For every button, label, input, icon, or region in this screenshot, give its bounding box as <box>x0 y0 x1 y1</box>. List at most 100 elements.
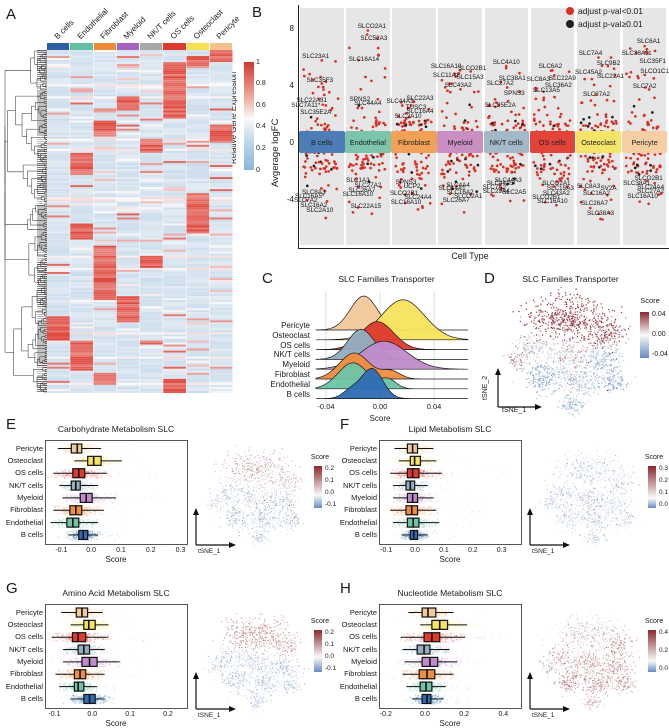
b-celltype-band: Myeloid <box>437 131 483 153</box>
c-celltype-label: B cells <box>286 389 310 399</box>
heatmap-colorbar-tick: 1 <box>256 58 260 66</box>
gene-label: SLC45A2 <box>575 68 602 76</box>
gene-label: SLCO2B1 <box>532 193 561 201</box>
gene-label: SLC2A10 <box>306 206 334 214</box>
gene-label: SLC35F1 <box>639 57 666 65</box>
small-legend-tick: 0.2 <box>325 465 335 472</box>
c-celltype-label: Myeloid <box>282 360 310 370</box>
box-jitter-canvas <box>380 441 520 543</box>
heatmap-column-label: B cells <box>52 17 76 41</box>
gene-label: SPNS3 <box>503 90 525 98</box>
gene-label: SLC37A2 <box>583 90 610 98</box>
box-x-tick: -0.2 <box>379 711 392 718</box>
small-legend-bar <box>648 466 656 508</box>
gene-label: SLC27A2 <box>486 80 514 88</box>
d-legend-tick: 0.00 <box>652 331 666 338</box>
panel-h-legend-title: Score <box>644 618 664 625</box>
d-legend-tick: -0.04 <box>652 351 668 358</box>
gene-label: SLC38A3 <box>587 210 614 218</box>
b-celltype-band: Fibroblast <box>391 131 437 153</box>
panel-e-score-label: Score <box>105 555 127 564</box>
box-row-label: B cells <box>20 529 43 539</box>
box-x-tick: 0.3 <box>175 547 186 554</box>
gene-label: SLC35F3 <box>306 77 334 85</box>
gene-label: SLC22A15 <box>350 203 382 211</box>
box-row-label: Fibroblast <box>10 669 43 679</box>
gene-label: SLC16A10 <box>342 191 374 199</box>
box-x-tick: 0.1 <box>125 711 135 718</box>
b-celltype-band: NK/T cells <box>483 131 529 153</box>
small-legend-bar <box>314 466 322 508</box>
small-legend-tick: 0.1 <box>325 641 335 648</box>
box-row-label: OS cells <box>349 632 377 642</box>
gene-label: SLC29A4 <box>482 188 510 196</box>
box-row-label: Endothelial <box>5 517 43 527</box>
box-row-label: Pericyte <box>349 607 377 617</box>
b-legend-label: adjust p-val≥0.01 <box>578 19 643 29</box>
box-row-label: OS cells <box>15 468 43 478</box>
cell-type-axis-label: Cell Type <box>451 251 489 261</box>
box-row-label: Fibroblast <box>10 505 43 515</box>
box-row-label: Pericyte <box>349 443 377 453</box>
small-axis-arrows <box>527 508 570 548</box>
box-row-label: Fibroblast <box>344 505 377 515</box>
b-celltype-band: Pericyte <box>621 131 668 153</box>
gene-label: SLC27A2 <box>637 188 665 196</box>
gene-label: SLC6A2 <box>538 62 563 70</box>
small-axis-arrows <box>527 672 570 712</box>
small-tsne-canvas <box>198 442 316 552</box>
heatmap-colorbar-tick: 0.6 <box>256 101 266 109</box>
small-axis-arrows <box>193 672 236 712</box>
box-row-label: NK/T cells <box>342 644 377 654</box>
panel-d-title: SLC Families Transporter <box>522 274 619 284</box>
gene-label: SLCO2B1 <box>457 64 487 72</box>
c-celltype-label: Endothelial <box>270 379 310 389</box>
gene-label: SLCO2A1 <box>542 180 571 188</box>
gene-label: SLC35E2A <box>484 102 516 110</box>
box-x-tick: 0.2 <box>467 547 478 554</box>
box-jitter-canvas <box>46 605 186 707</box>
gene-label: SLC16A5* <box>295 193 325 201</box>
box-x-tick: -0.1 <box>48 711 61 718</box>
panel-d-letter: D <box>484 270 495 287</box>
gene-label: SLC7A4 <box>578 49 603 57</box>
gene-label: SLC13A5 <box>532 87 560 95</box>
gene-label: SLC7A2 <box>482 183 506 191</box>
panel-e-title: Carbohydrate Metabolism SLC <box>57 424 175 434</box>
c-celltype-label: OS cells <box>280 340 310 350</box>
gene-label: SLC22A31 <box>296 97 327 105</box>
gene-label: SLC22A1 <box>597 73 624 81</box>
gene-label: SLC35E2A <box>300 108 332 116</box>
small-legend-tick: 0.2 <box>325 629 335 636</box>
gene-label: SLC8A3 <box>526 76 551 84</box>
gene-label: SPNS3 <box>395 178 417 186</box>
panel-c-title: SLC Families Transporter <box>338 274 435 284</box>
small-tsne-canvas <box>532 442 650 552</box>
b-x-axis-line <box>298 248 669 249</box>
gene-label: SLC38A1 <box>498 75 526 83</box>
box-x-tick: 0.2 <box>459 711 470 718</box>
box-row-label: NK/T cells <box>342 480 377 490</box>
gene-label: SLC9B2 <box>596 60 621 68</box>
box-svg <box>390 443 443 541</box>
b-celltype-band-label: NK/T cells <box>489 137 523 147</box>
box-x-tick: -0.1 <box>380 547 393 554</box>
b-celltype-band-label: Osteoclast <box>581 137 616 147</box>
box-svg <box>51 607 120 705</box>
d-legend-bar <box>640 312 649 358</box>
heatmap-canvas <box>47 50 233 393</box>
box-svg <box>50 443 122 541</box>
gene-label: SLC16A10 <box>537 198 568 206</box>
panel-f-legend-title: Score <box>644 454 664 461</box>
box-row-label: Endothelial <box>5 681 43 691</box>
gene-label: TUSC3 <box>405 104 427 112</box>
heatmap-colorbar <box>244 62 254 170</box>
gene-label: SLC26A7 <box>581 199 608 207</box>
panel-g-title: Amino Acid Metabolism SLC <box>62 588 170 598</box>
d-tsne-canvas <box>496 284 646 422</box>
gene-label: SLC22A9 <box>548 74 576 82</box>
box-x-tick: 0.1 <box>116 547 126 554</box>
gene-label: SLC26A7 <box>442 197 470 205</box>
heatmap-colorbar-tick: 0 <box>256 166 260 174</box>
heatmap-header-5 <box>163 43 186 50</box>
